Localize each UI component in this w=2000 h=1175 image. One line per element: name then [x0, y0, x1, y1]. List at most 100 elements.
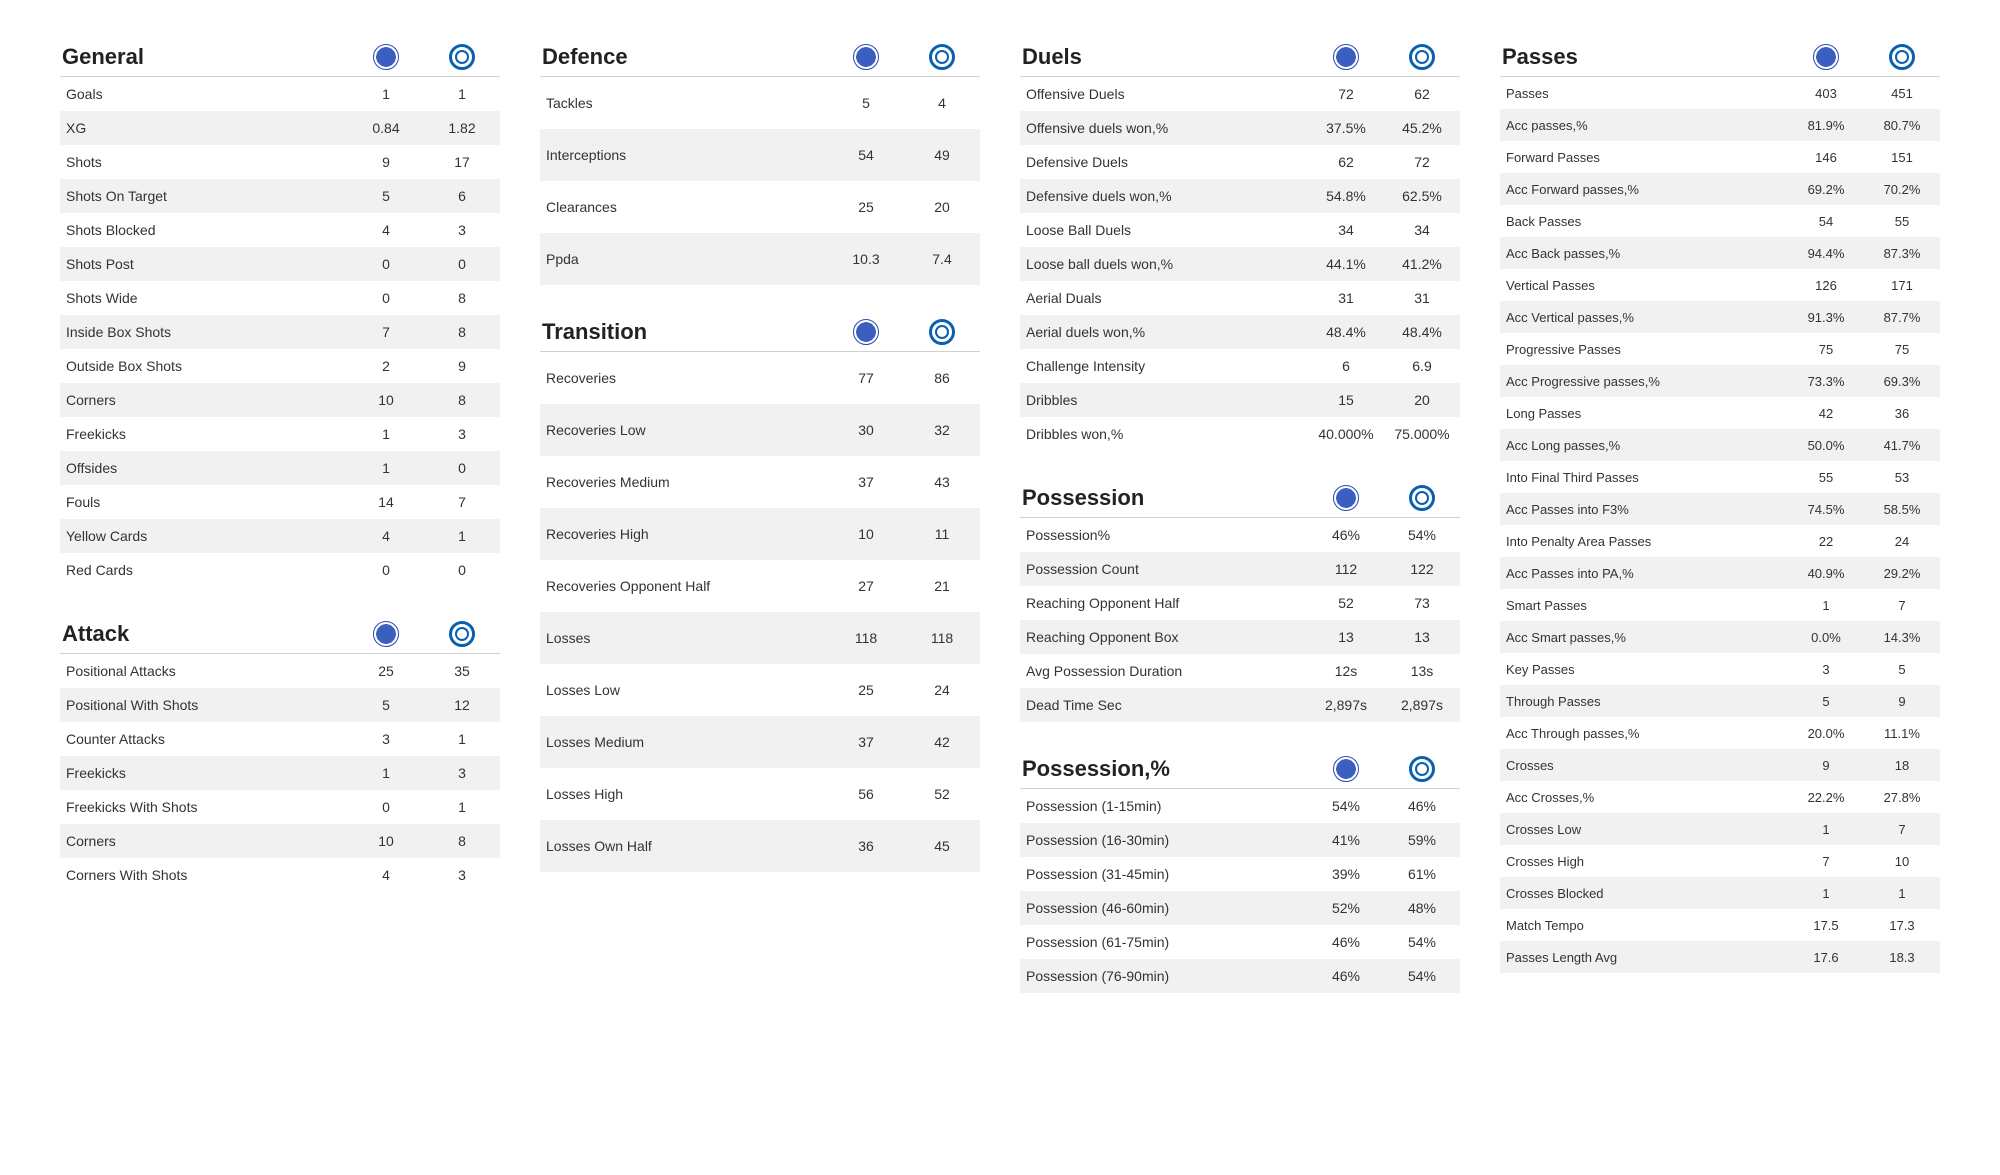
- stat-label: Recoveries Medium: [540, 474, 828, 490]
- stat-home-value: 5: [828, 95, 904, 111]
- stat-label: Goals: [60, 86, 348, 102]
- stat-home-value: 46%: [1308, 527, 1384, 543]
- stat-label: Acc Vertical passes,%: [1500, 310, 1788, 325]
- stat-label: Fouls: [60, 494, 348, 510]
- stat-row: Acc Forward passes,%69.2%70.2%: [1500, 173, 1940, 205]
- stat-label: Offensive duels won,%: [1020, 120, 1308, 136]
- stat-away-value: 20: [904, 199, 980, 215]
- stat-label: Acc Passes into F3%: [1500, 502, 1788, 517]
- stats-column: DuelsOffensive Duels7262Offensive duels …: [1020, 40, 1460, 993]
- stat-home-value: 4: [348, 867, 424, 883]
- stat-label: Dribbles: [1020, 392, 1308, 408]
- stat-label: Reaching Opponent Half: [1020, 595, 1308, 611]
- stat-row: Possession (46-60min)52%48%: [1020, 891, 1460, 925]
- stat-home-value: 73.3%: [1788, 374, 1864, 389]
- stat-away-value: 3: [424, 765, 500, 781]
- section-title: Possession: [1020, 485, 1308, 511]
- stat-home-value: 54: [1788, 214, 1864, 229]
- stat-row: Possession (1-15min)54%46%: [1020, 789, 1460, 823]
- stat-label: Possession (61-75min): [1020, 934, 1308, 950]
- stat-label: Defensive duels won,%: [1020, 188, 1308, 204]
- stat-home-value: 1: [1788, 598, 1864, 613]
- stat-home-value: 34: [1308, 222, 1384, 238]
- stat-home-value: 17.6: [1788, 950, 1864, 965]
- stat-home-value: 5: [1788, 694, 1864, 709]
- stat-row: Dribbles1520: [1020, 383, 1460, 417]
- stat-row: Positional Attacks2535: [60, 654, 500, 688]
- stat-home-value: 0: [348, 562, 424, 578]
- stat-away-value: 46%: [1384, 798, 1460, 814]
- stat-label: Recoveries Opponent Half: [540, 578, 828, 594]
- stat-away-value: 5: [1864, 662, 1940, 677]
- stat-home-value: 25: [348, 663, 424, 679]
- stat-home-value: 48.4%: [1308, 324, 1384, 340]
- stat-label: Possession (76-90min): [1020, 968, 1308, 984]
- section-title: Transition: [540, 319, 828, 345]
- stat-row: Acc Crosses,%22.2%27.8%: [1500, 781, 1940, 813]
- stat-home-value: 2: [348, 358, 424, 374]
- section-header: Possession: [1020, 481, 1460, 518]
- stat-home-value: 1: [348, 86, 424, 102]
- stat-row: Corners108: [60, 383, 500, 417]
- section-rows: Offensive Duels7262Offensive duels won,%…: [1020, 77, 1460, 451]
- stat-row: Key Passes35: [1500, 653, 1940, 685]
- stat-label: Key Passes: [1500, 662, 1788, 677]
- stat-row: Interceptions5449: [540, 129, 980, 181]
- stat-row: Passes Length Avg17.618.3: [1500, 941, 1940, 973]
- away-crest-icon: [1409, 485, 1435, 511]
- stat-away-value: 54%: [1384, 934, 1460, 950]
- stat-home-value: 62: [1308, 154, 1384, 170]
- stat-label: Possession (31-45min): [1020, 866, 1308, 882]
- stat-home-value: 54: [828, 147, 904, 163]
- stat-row: Into Penalty Area Passes2224: [1500, 525, 1940, 557]
- section-rows: Tackles54Interceptions5449Clearances2520…: [540, 77, 980, 285]
- stat-row: Freekicks With Shots01: [60, 790, 500, 824]
- stat-home-value: 10: [828, 526, 904, 542]
- stat-home-value: 1: [348, 765, 424, 781]
- stat-home-value: 25: [828, 199, 904, 215]
- stat-label: Losses Own Half: [540, 838, 828, 854]
- stat-label: Possession Count: [1020, 561, 1308, 577]
- stat-label: Avg Possession Duration: [1020, 663, 1308, 679]
- stat-home-value: 37: [828, 474, 904, 490]
- home-crest-cell: [348, 621, 424, 647]
- stat-label: Into Penalty Area Passes: [1500, 534, 1788, 549]
- away-crest-cell: [1864, 44, 1940, 70]
- stat-home-value: 7: [348, 324, 424, 340]
- stat-row: Outside Box Shots29: [60, 349, 500, 383]
- stat-home-value: 22: [1788, 534, 1864, 549]
- stat-away-value: 1: [424, 799, 500, 815]
- stat-away-value: 73: [1384, 595, 1460, 611]
- stats-section: DuelsOffensive Duels7262Offensive duels …: [1020, 40, 1460, 451]
- stat-row: Red Cards00: [60, 553, 500, 587]
- stat-row: Loose ball duels won,%44.1%41.2%: [1020, 247, 1460, 281]
- stat-row: Crosses Low17: [1500, 813, 1940, 845]
- stat-home-value: 27: [828, 578, 904, 594]
- stat-row: Possession%46%54%: [1020, 518, 1460, 552]
- stat-row: Acc Progressive passes,%73.3%69.3%: [1500, 365, 1940, 397]
- stat-away-value: 70.2%: [1864, 182, 1940, 197]
- stat-away-value: 4: [904, 95, 980, 111]
- stat-label: Acc Crosses,%: [1500, 790, 1788, 805]
- stat-row: Defensive Duels6272: [1020, 145, 1460, 179]
- stat-home-value: 1: [348, 426, 424, 442]
- stat-home-value: 1: [348, 460, 424, 476]
- stat-label: Freekicks With Shots: [60, 799, 348, 815]
- stat-home-value: 72: [1308, 86, 1384, 102]
- stat-label: Forward Passes: [1500, 150, 1788, 165]
- stat-row: Freekicks13: [60, 417, 500, 451]
- stat-label: Shots Wide: [60, 290, 348, 306]
- stat-home-value: 46%: [1308, 934, 1384, 950]
- stat-away-value: 1: [424, 731, 500, 747]
- stat-home-value: 5: [348, 188, 424, 204]
- stat-row: Loose Ball Duels3434: [1020, 213, 1460, 247]
- away-crest-icon: [929, 319, 955, 345]
- stat-away-value: 27.8%: [1864, 790, 1940, 805]
- stat-away-value: 48%: [1384, 900, 1460, 916]
- stat-row: Freekicks13: [60, 756, 500, 790]
- stat-away-value: 75: [1864, 342, 1940, 357]
- stat-label: Shots On Target: [60, 188, 348, 204]
- stat-away-value: 13: [1384, 629, 1460, 645]
- stat-home-value: 36: [828, 838, 904, 854]
- stat-home-value: 69.2%: [1788, 182, 1864, 197]
